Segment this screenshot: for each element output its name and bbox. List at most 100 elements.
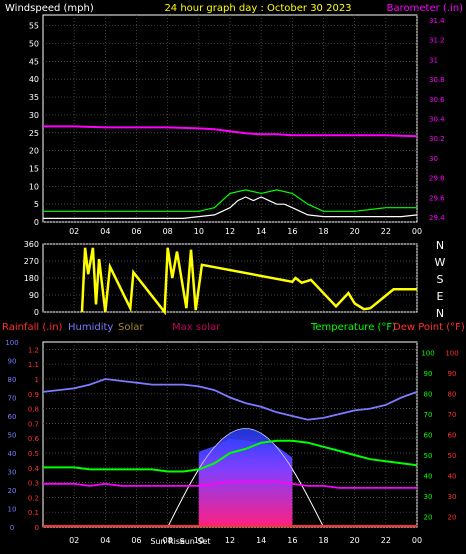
temp-tick-label: 30 — [424, 493, 433, 501]
wind-tick-label: 30 — [29, 111, 39, 120]
compass-label: W — [435, 256, 446, 269]
rain-tick-label: 0.3 — [28, 480, 39, 488]
dew-tick-label: 40 — [448, 473, 457, 481]
rain-tick-label: 0.8 — [28, 406, 39, 414]
humidity-tick-label: 70 — [8, 395, 17, 403]
compass-label: S — [437, 273, 444, 286]
temperature-label: Temperature (°F) — [310, 322, 396, 333]
rain-tick-label: 0.9 — [28, 391, 39, 399]
compass-label: N — [436, 307, 444, 320]
humidity-label: Humidity — [68, 322, 113, 333]
panel-wind-frame — [42, 14, 418, 223]
humidity-tick-label: 100 — [5, 339, 18, 347]
sunset-label: Sun Set — [180, 537, 211, 546]
wind-tick-label: 25 — [29, 129, 39, 138]
th-x-tick: 12 — [225, 536, 235, 545]
temp-tick-label: 50 — [424, 452, 433, 460]
windspeed-line — [43, 196, 418, 219]
windspeed-label: Windspeed (mph) — [5, 3, 94, 14]
wind-tick-label: 50 — [29, 40, 39, 49]
dir-tick-label: 360 — [24, 240, 39, 249]
dew-tick-label: 60 — [448, 432, 457, 440]
temp-tick-label: 100 — [421, 349, 434, 357]
wind-x-tick: 18 — [318, 227, 328, 236]
barometer-line — [43, 125, 418, 138]
humidity-tick-label: 90 — [8, 358, 17, 366]
temp-tick-label: 40 — [424, 473, 433, 481]
rain-tick-label: 0.6 — [28, 435, 40, 443]
th-x-tick: 02 — [69, 536, 79, 545]
temp-tick-label: 80 — [424, 390, 433, 398]
wind-x-tick: 14 — [256, 227, 266, 236]
dew-point-label: Dew Point (°F) — [393, 322, 465, 333]
wind-tick-label: 55 — [29, 22, 39, 31]
baro-tick-label: 31.2 — [429, 37, 445, 45]
humidity-tick-label: 10 — [8, 506, 17, 514]
compass-label: N — [436, 239, 444, 252]
gust-line — [43, 189, 417, 212]
baro-tick-label: 29.4 — [429, 214, 445, 222]
wind-tick-label: 45 — [29, 57, 39, 66]
dew-point-line — [43, 480, 417, 489]
wind-tick-label: 40 — [29, 75, 39, 84]
wind-tick-label: 15 — [29, 164, 39, 173]
solar-label: Solar — [118, 322, 144, 333]
max-solar-label: Max solar — [172, 322, 221, 333]
baro-tick-label: 31 — [429, 56, 438, 64]
wind-x-tick: 00 — [412, 227, 422, 236]
th-x-tick: 22 — [381, 536, 391, 545]
baro-tick-label: 29.8 — [429, 175, 445, 183]
dew-tick-label: 90 — [448, 370, 457, 378]
baro-tick-label: 30 — [429, 155, 438, 163]
solar-cap — [198, 428, 293, 527]
humidity-tick-label: 60 — [8, 413, 17, 421]
th-x-tick: 10 — [194, 536, 204, 545]
wind-x-tick: 20 — [350, 227, 360, 236]
dir-tick-label: 270 — [24, 257, 39, 266]
wind-x-tick: 10 — [194, 227, 204, 236]
baro-tick-label: 31.4 — [429, 17, 445, 25]
th-x-tick: 20 — [350, 536, 360, 545]
wind-x-tick: 16 — [287, 227, 297, 236]
rainfall-label: Rainfall (.in) — [2, 322, 63, 333]
wind-tick-label: 0 — [34, 218, 39, 227]
th-x-tick: 00 — [412, 536, 422, 545]
humidity-tick-label: 20 — [8, 487, 17, 495]
th-x-tick: 18 — [318, 536, 328, 545]
humidity-tick-label: 50 — [8, 432, 17, 440]
th-x-tick: 08 — [163, 536, 173, 545]
temp-tick-label: 20 — [424, 514, 433, 522]
wind-x-tick: 22 — [381, 227, 391, 236]
rain-tick-label: 0.4 — [28, 465, 40, 473]
th-x-tick: 04 — [100, 536, 110, 545]
humidity-tick-label: 30 — [8, 469, 17, 477]
baro-tick-label: 30.4 — [429, 116, 445, 124]
temperature-line — [43, 439, 418, 473]
dir-tick-label: 180 — [24, 274, 39, 283]
temp-tick-label: 60 — [424, 432, 433, 440]
humidity-line — [42, 378, 418, 421]
dew-tick-label: 20 — [448, 514, 457, 522]
rain-tick-label: 0.1 — [28, 509, 39, 517]
dir-tick-label: 0 — [34, 308, 39, 317]
rain-tick-label: 0.5 — [28, 450, 39, 458]
th-x-tick: 06 — [131, 536, 141, 545]
compass-label: E — [437, 290, 444, 303]
baro-tick-label: 30.2 — [429, 135, 445, 143]
chart-title: 24 hour graph day : October 30 2023 — [164, 3, 351, 14]
wind-x-tick: 12 — [225, 227, 235, 236]
wind-tick-label: 10 — [29, 182, 39, 191]
rain-tick-label: 1.2 — [28, 346, 39, 354]
baro-tick-label: 29.6 — [429, 194, 445, 202]
baro-tick-label: 30.8 — [429, 76, 445, 84]
rain-tick-label: 0 — [35, 524, 39, 532]
wind-x-tick: 02 — [69, 227, 79, 236]
baro-tick-label: 30.6 — [429, 96, 445, 104]
rain-tick-label: 0.7 — [28, 420, 39, 428]
humidity-tick-label: 0 — [10, 524, 14, 532]
wind-x-tick: 06 — [131, 227, 141, 236]
th-x-tick: 14 — [256, 536, 266, 545]
humidity-tick-label: 40 — [8, 450, 17, 458]
dew-tick-label: 70 — [448, 411, 457, 419]
